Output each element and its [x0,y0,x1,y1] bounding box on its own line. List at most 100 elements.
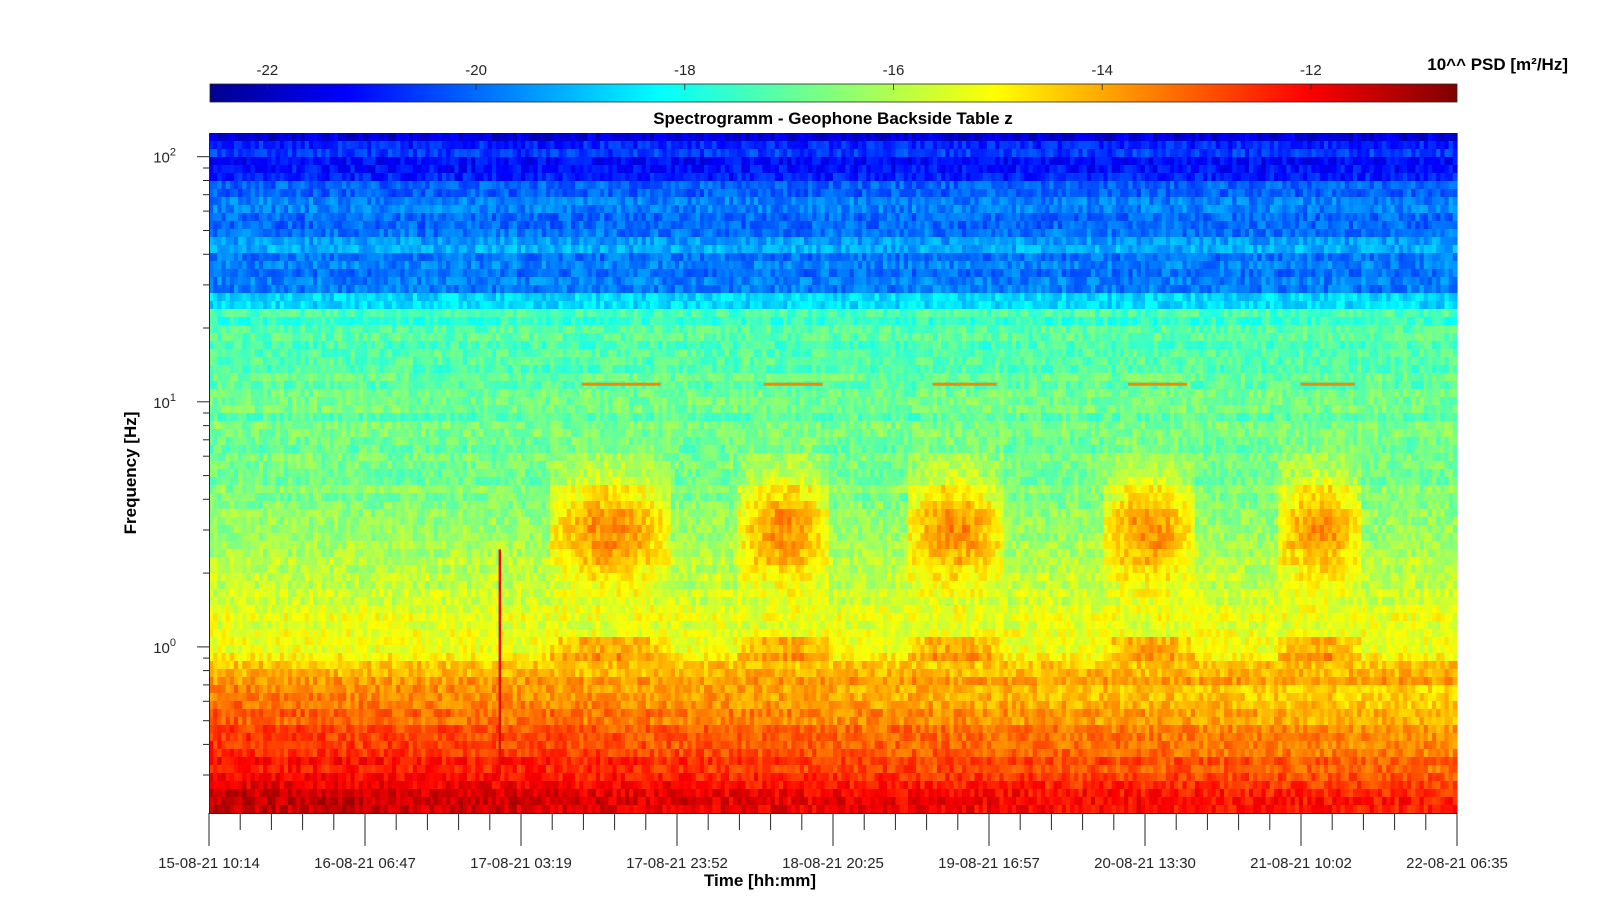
heatmap-cell [488,157,493,166]
heatmap-cell [575,197,580,206]
heatmap-cell [1361,253,1366,262]
heatmap-cell [400,181,405,190]
heatmap-cell [1070,221,1075,230]
heatmap-cell [1324,197,1329,206]
heatmap-cell [825,229,830,238]
heatmap-cell [1241,245,1246,254]
heatmap-cell [912,133,917,142]
heatmap-cell [658,197,663,206]
heatmap-cell [725,213,730,222]
heatmap-cell [675,173,680,182]
heatmap-cell [1128,253,1133,262]
heatmap-cell [617,229,622,238]
heatmap-cell [442,253,447,262]
heatmap-cell [1270,157,1275,166]
heatmap-cell [363,229,368,238]
heatmap-cell [1128,149,1133,158]
heatmap-cell [746,149,751,158]
heatmap-cell [396,213,401,222]
heatmap-cell [1286,221,1291,230]
heatmap-cell [321,237,326,246]
heatmap-cell [392,157,397,166]
heatmap-cell [1270,221,1275,230]
heatmap-cell [1195,181,1200,190]
heatmap-cell [1237,157,1242,166]
heatmap-cell [692,197,697,206]
heatmap-cell [1232,149,1237,158]
heatmap-cell [808,213,813,222]
heatmap-cell [613,245,618,254]
heatmap-cell [263,261,268,270]
heatmap-cell [1332,173,1337,182]
heatmap-cell [454,149,459,158]
heatmap-cell [1266,149,1271,158]
heatmap-cell [454,173,459,182]
heatmap-cell [267,165,272,174]
heatmap-cell [296,133,301,142]
heatmap-cell [920,181,925,190]
heatmap-cell [1108,149,1113,158]
heatmap-cell [567,197,572,206]
heatmap-cell [375,197,380,206]
heatmap-cell [213,181,218,190]
heatmap-cell [405,149,410,158]
heatmap-cell [837,197,842,206]
heatmap-cell [1137,221,1142,230]
heatmap-cell [983,221,988,230]
heatmap-cell [1453,189,1458,198]
heatmap-cell [296,189,301,198]
heatmap-cell [667,221,672,230]
heatmap-cell [533,261,538,270]
heatmap-cell [858,253,863,262]
heatmap-cell [396,197,401,206]
heatmap-cell [301,189,306,198]
heatmap-cell [346,237,351,246]
heatmap-cell [999,253,1004,262]
heatmap-cell [1187,141,1192,150]
heatmap-cell [496,237,501,246]
heatmap-cell [1033,189,1038,198]
heatmap-cell [825,261,830,270]
heatmap-cell [234,141,239,150]
heatmap-cell [912,165,917,174]
heatmap-cell [1370,173,1375,182]
heatmap-cell [1328,213,1333,222]
heatmap-cell [625,133,630,142]
heatmap-cell [941,245,946,254]
heatmap-cell [355,165,360,174]
heatmap-cell [596,205,601,214]
heatmap-cell [746,245,751,254]
heatmap-cell [979,181,984,190]
heatmap-cell [1266,181,1271,190]
heatmap-cell [1361,165,1366,174]
heatmap-cell [259,237,264,246]
heatmap-cell [1091,253,1096,262]
heatmap-cell [529,197,534,206]
heatmap-cell [875,149,880,158]
heatmap-cell [226,197,231,206]
heatmap-cell [355,237,360,246]
heatmap-cell [567,245,572,254]
heatmap-cell [941,253,946,262]
heatmap-cell [945,229,950,238]
heatmap-cell [221,197,226,206]
heatmap-cell [683,149,688,158]
heatmap-cell [321,229,326,238]
heatmap-cell [1365,189,1370,198]
heatmap-cell [350,173,355,182]
heatmap-cell [1212,181,1217,190]
heatmap-cell [1357,237,1362,246]
heatmap-cell [637,157,642,166]
heatmap-cell [787,181,792,190]
heatmap-cell [895,165,900,174]
heatmap-cell [251,253,256,262]
heatmap-cell [542,141,547,150]
heatmap-cell [1432,149,1437,158]
heatmap-cell [409,205,414,214]
heatmap-cell [1374,205,1379,214]
heatmap-cell [721,157,726,166]
heatmap-cell [1145,157,1150,166]
heatmap-cell [542,197,547,206]
heatmap-cell [1295,157,1300,166]
heatmap-cell [1153,133,1158,142]
